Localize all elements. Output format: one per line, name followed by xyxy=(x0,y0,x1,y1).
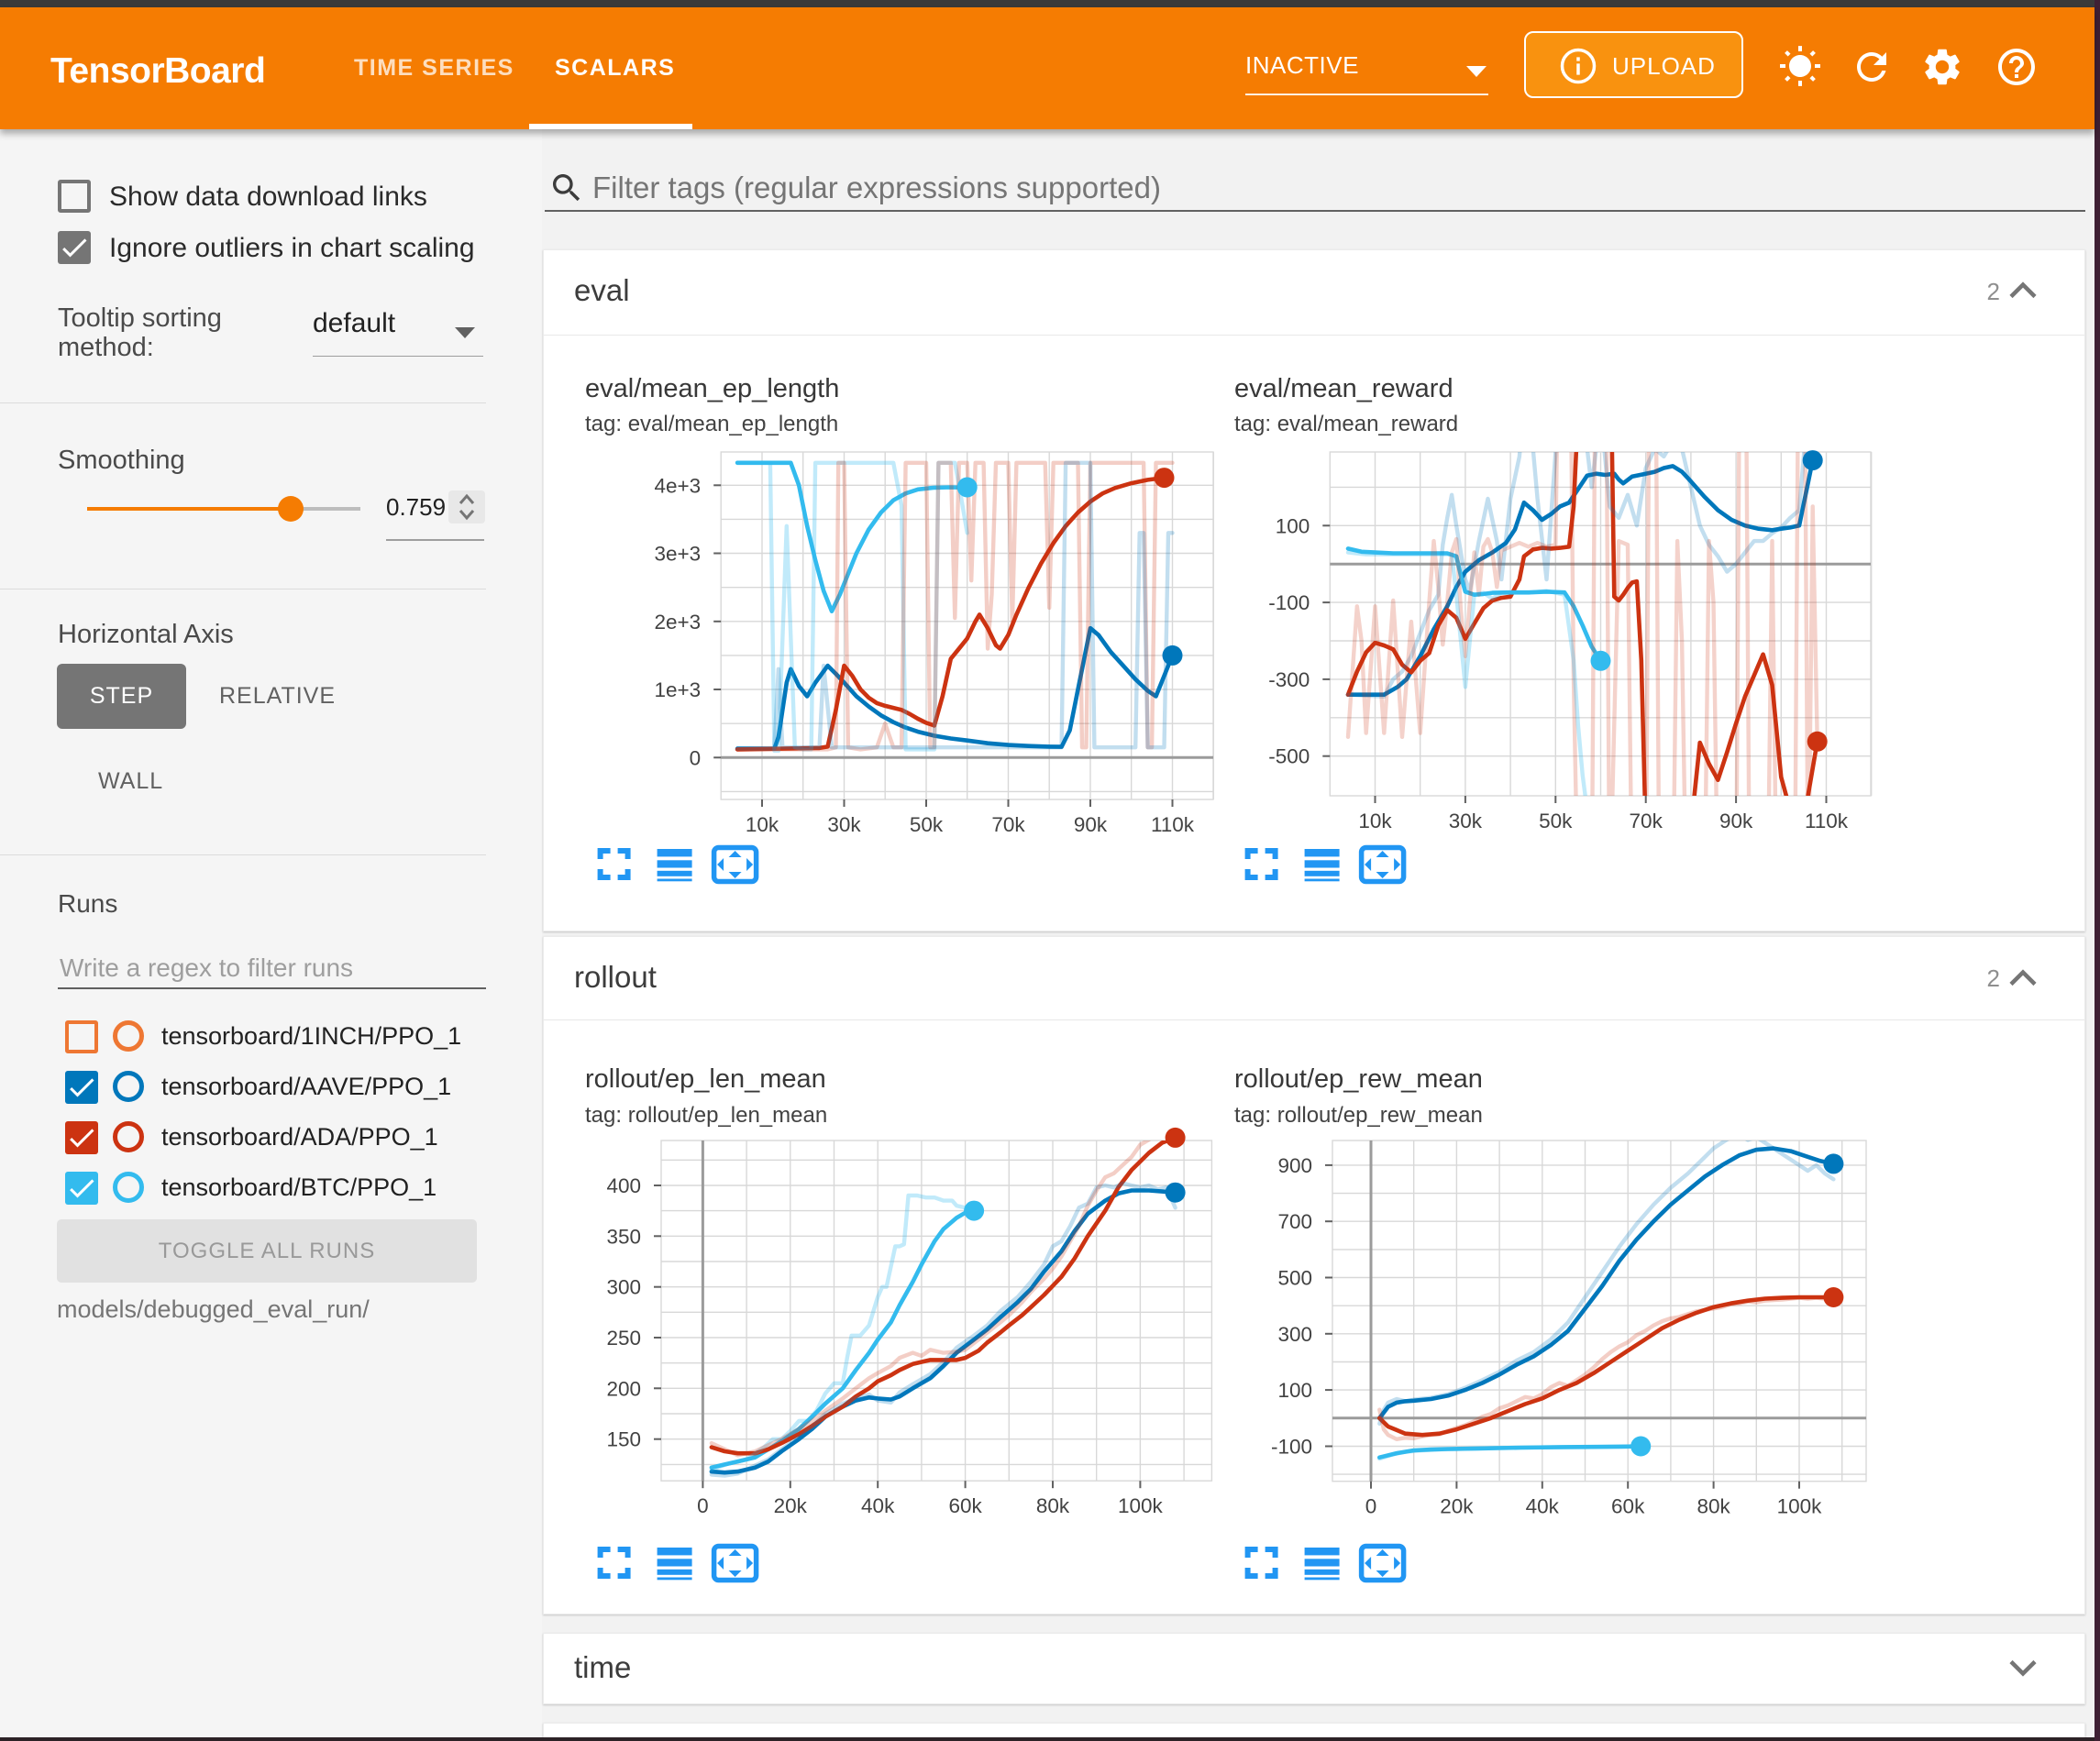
svg-text:100: 100 xyxy=(1276,514,1310,537)
svg-text:100k: 100k xyxy=(1118,1494,1164,1517)
svg-text:70k: 70k xyxy=(991,813,1025,836)
svg-text:30k: 30k xyxy=(827,813,861,836)
svg-text:250: 250 xyxy=(606,1327,641,1350)
svg-text:0: 0 xyxy=(697,1494,709,1517)
svg-text:1e+3: 1e+3 xyxy=(655,678,702,701)
svg-text:110k: 110k xyxy=(1805,810,1849,832)
svg-text:20k: 20k xyxy=(774,1494,808,1517)
svg-text:0: 0 xyxy=(690,746,702,769)
svg-text:-100: -100 xyxy=(1268,591,1310,614)
svg-text:60k: 60k xyxy=(948,1494,982,1517)
svg-text:80k: 80k xyxy=(1036,1494,1070,1517)
svg-text:90k: 90k xyxy=(1719,810,1753,832)
svg-text:60k: 60k xyxy=(1611,1495,1645,1518)
svg-text:300: 300 xyxy=(606,1276,641,1299)
svg-text:50k: 50k xyxy=(910,813,944,836)
svg-text:10k: 10k xyxy=(746,813,779,836)
svg-text:700: 700 xyxy=(1277,1210,1312,1233)
svg-text:4e+3: 4e+3 xyxy=(655,474,702,497)
svg-text:-100: -100 xyxy=(1271,1436,1312,1459)
svg-text:500: 500 xyxy=(1277,1267,1312,1290)
svg-text:150: 150 xyxy=(606,1428,641,1451)
svg-text:2e+3: 2e+3 xyxy=(655,611,702,634)
svg-text:350: 350 xyxy=(606,1225,641,1248)
svg-text:0: 0 xyxy=(1365,1495,1377,1518)
svg-text:110k: 110k xyxy=(1151,813,1195,836)
svg-text:80k: 80k xyxy=(1697,1495,1730,1518)
svg-text:100k: 100k xyxy=(1777,1495,1823,1518)
svg-text:10k: 10k xyxy=(1358,810,1392,832)
svg-text:70k: 70k xyxy=(1630,810,1663,832)
svg-text:200: 200 xyxy=(606,1377,641,1400)
svg-text:100: 100 xyxy=(1277,1379,1312,1402)
svg-text:3e+3: 3e+3 xyxy=(655,543,702,566)
svg-text:20k: 20k xyxy=(1440,1495,1474,1518)
svg-text:40k: 40k xyxy=(1526,1495,1560,1518)
svg-text:90k: 90k xyxy=(1074,813,1108,836)
svg-text:50k: 50k xyxy=(1539,810,1573,832)
svg-text:30k: 30k xyxy=(1449,810,1483,832)
svg-text:40k: 40k xyxy=(861,1494,895,1517)
svg-text:-300: -300 xyxy=(1268,668,1310,691)
svg-text:400: 400 xyxy=(606,1174,641,1197)
svg-text:300: 300 xyxy=(1277,1323,1312,1346)
svg-text:-500: -500 xyxy=(1268,745,1310,768)
svg-text:900: 900 xyxy=(1277,1154,1312,1177)
